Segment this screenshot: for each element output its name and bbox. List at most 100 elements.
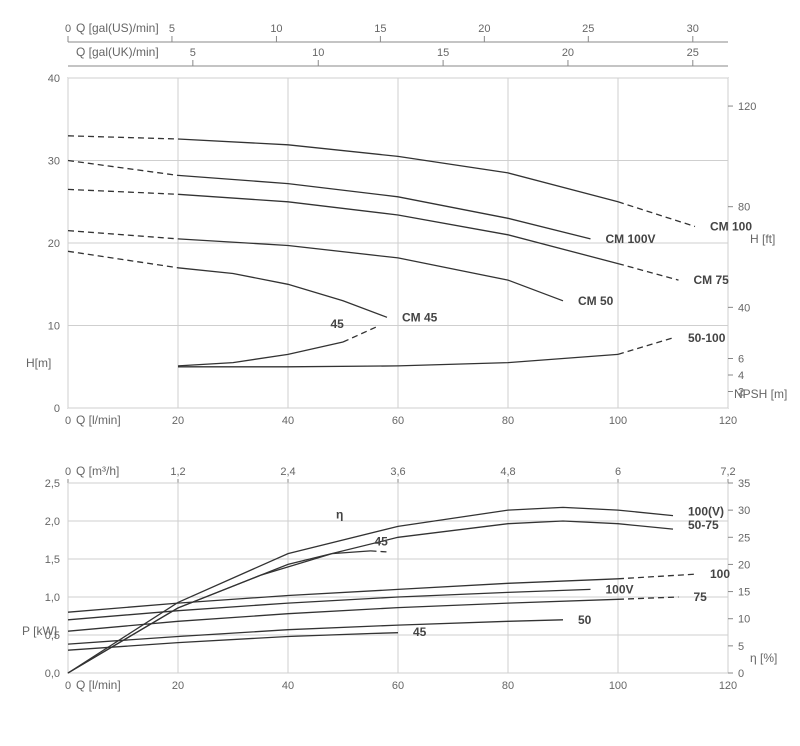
svg-text:6: 6	[738, 354, 744, 366]
svg-text:0: 0	[54, 403, 60, 415]
curve-NPSH 50-100-dashR	[618, 338, 673, 355]
x-sec-m3h-label: Q [m³/h]	[76, 464, 119, 478]
pwr-label-P-100V: 100V	[606, 582, 634, 596]
curve-CM 45-dashL	[68, 251, 178, 267]
pwr-P-50	[68, 620, 563, 644]
svg-text:2,4: 2,4	[280, 466, 295, 478]
x-main-label-bot: Q [l/min]	[76, 678, 121, 692]
curve-CM 50-dashL	[68, 231, 178, 239]
curve-label-NPSH 45: 45	[331, 317, 345, 331]
curve-CM 50	[178, 239, 563, 301]
x-main-label: Q [l/min]	[76, 413, 121, 427]
svg-text:20: 20	[172, 680, 184, 692]
svg-text:7,2: 7,2	[720, 466, 735, 478]
pwr-label-P-50: 50	[578, 613, 592, 627]
y-sec-npsh-label: NPSH [m]	[734, 387, 787, 401]
eta-label-eta-100v: 100(V)	[688, 505, 724, 519]
pwr-P-100-dash	[618, 574, 695, 579]
curve-CM 100-dashR	[618, 202, 695, 227]
svg-text:80: 80	[502, 680, 514, 692]
svg-text:100: 100	[609, 415, 627, 427]
y-sec-ft-label: H [ft]	[750, 232, 775, 246]
svg-text:5: 5	[190, 47, 196, 59]
curve-label-CM 75: CM 75	[694, 273, 730, 287]
eta-label-eta-45: 45	[375, 534, 389, 548]
curve-label-NPSH 50-100: 50-100	[688, 331, 726, 345]
svg-text:2,5: 2,5	[45, 478, 60, 490]
svg-text:4,8: 4,8	[500, 466, 515, 478]
svg-text:0: 0	[738, 668, 744, 680]
curve-label-CM 45: CM 45	[402, 310, 438, 324]
y-sec-eta-label: η [%]	[750, 651, 777, 665]
svg-text:100: 100	[609, 680, 627, 692]
svg-text:1,2: 1,2	[170, 466, 185, 478]
svg-text:60: 60	[392, 680, 404, 692]
svg-text:35: 35	[738, 478, 750, 490]
svg-text:60: 60	[392, 415, 404, 427]
svg-text:40: 40	[282, 415, 294, 427]
svg-text:6: 6	[615, 466, 621, 478]
svg-text:120: 120	[719, 680, 737, 692]
svg-text:25: 25	[687, 47, 699, 59]
svg-text:40: 40	[282, 680, 294, 692]
curve-NPSH 45-dashR	[343, 327, 376, 342]
eta-label-eta-50-75: 50-75	[688, 518, 719, 532]
eta-eta-45-dash	[371, 551, 388, 552]
svg-text:20: 20	[562, 47, 574, 59]
svg-text:30: 30	[48, 156, 60, 168]
svg-text:0: 0	[65, 466, 71, 478]
y-main-label: H[m]	[26, 356, 51, 370]
pwr-P-100V	[68, 589, 591, 619]
svg-text:30: 30	[687, 23, 699, 35]
svg-text:25: 25	[582, 23, 594, 35]
svg-text:20: 20	[738, 559, 750, 571]
svg-text:15: 15	[374, 23, 386, 35]
svg-text:30: 30	[738, 505, 750, 517]
svg-text:4: 4	[738, 370, 744, 382]
svg-text:1,5: 1,5	[45, 554, 60, 566]
eta-label-eta-symbol: η	[336, 507, 343, 521]
pwr-label-P-45: 45	[413, 625, 427, 639]
svg-text:2,0: 2,0	[45, 516, 60, 528]
curve-CM 100V-dashL	[68, 161, 178, 176]
y-main-label-bot: P [kW]	[22, 624, 57, 638]
curve-CM 75-dashL	[68, 189, 178, 194]
curve-label-CM 100V: CM 100V	[606, 232, 656, 246]
svg-text:3,6: 3,6	[390, 466, 405, 478]
svg-text:5: 5	[738, 641, 744, 653]
head-flow-chart: 020406080100120Q [l/min]010203040H[m]Q […	[8, 8, 792, 448]
x-sec-us-label: Q [gal(US)/min]	[76, 21, 159, 35]
svg-text:120: 120	[719, 415, 737, 427]
svg-text:15: 15	[738, 587, 750, 599]
pump-curves-figure: { "colors": { "bg": "#ffffff", "grid": "…	[8, 8, 792, 708]
svg-text:15: 15	[437, 47, 449, 59]
curve-CM 100-dashL	[68, 136, 178, 139]
svg-text:20: 20	[172, 415, 184, 427]
pwr-label-P-100: 100	[710, 567, 730, 581]
svg-text:20: 20	[478, 23, 490, 35]
svg-text:0: 0	[65, 415, 71, 427]
svg-text:1,0: 1,0	[45, 592, 60, 604]
svg-text:10: 10	[312, 47, 324, 59]
svg-text:0: 0	[65, 23, 71, 35]
svg-text:10: 10	[270, 23, 282, 35]
svg-text:120: 120	[738, 101, 756, 113]
pwr-P-75	[68, 599, 618, 631]
curve-CM 100V	[178, 175, 591, 239]
curve-label-CM 100: CM 100	[710, 220, 752, 234]
x-sec-uk-label: Q [gal(UK)/min]	[76, 45, 159, 59]
svg-text:5: 5	[169, 23, 175, 35]
svg-text:80: 80	[502, 415, 514, 427]
svg-text:0,0: 0,0	[45, 668, 60, 680]
svg-text:0: 0	[65, 680, 71, 692]
svg-text:80: 80	[738, 202, 750, 214]
curve-label-CM 50: CM 50	[578, 294, 614, 308]
curve-CM 45	[178, 268, 387, 318]
curve-CM 75-dashR	[618, 264, 679, 281]
pwr-label-P-75: 75	[694, 590, 708, 604]
svg-text:40: 40	[738, 302, 750, 314]
svg-text:10: 10	[48, 321, 60, 333]
svg-text:20: 20	[48, 238, 60, 250]
pwr-P-100	[68, 579, 618, 612]
svg-text:25: 25	[738, 532, 750, 544]
